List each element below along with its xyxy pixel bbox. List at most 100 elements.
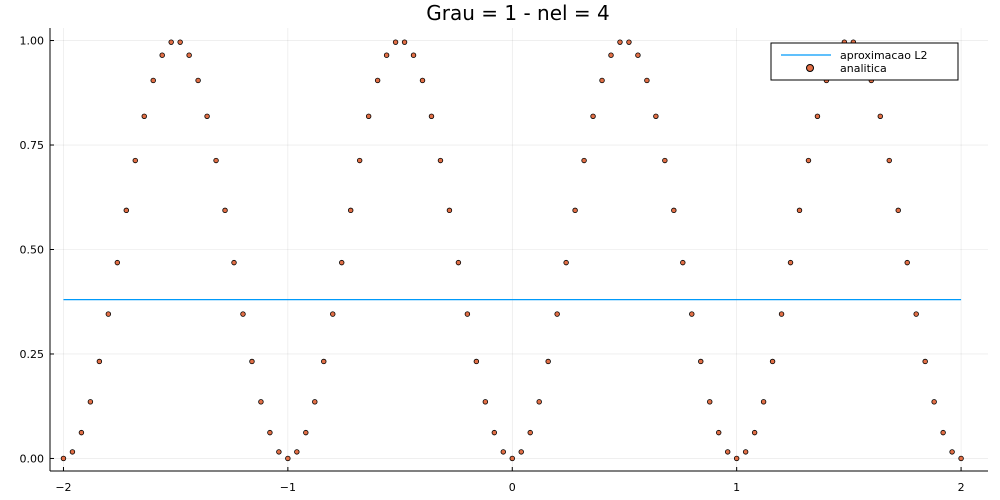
y-tick-label: 0.75	[20, 139, 45, 152]
data-point	[716, 429, 722, 436]
data-point	[509, 455, 515, 462]
data-point	[545, 358, 551, 365]
data-point	[186, 52, 192, 58]
data-point	[356, 157, 363, 164]
data-point	[895, 207, 901, 214]
data-point	[321, 358, 327, 365]
data-point	[931, 399, 937, 405]
data-point	[922, 358, 928, 365]
x-tick-label: −1	[280, 481, 296, 494]
data-point	[87, 399, 94, 405]
data-point	[365, 113, 372, 120]
x-ticks: −2 −1 0 1 2	[55, 467, 965, 494]
data-point	[222, 207, 228, 214]
data-point	[267, 429, 273, 436]
legend-point-swatch	[806, 64, 814, 72]
data-point	[60, 455, 67, 462]
data-point	[877, 113, 883, 120]
data-point	[617, 39, 623, 45]
data-point	[554, 311, 560, 317]
data-point	[563, 259, 569, 266]
data-point	[141, 113, 147, 120]
data-point	[698, 358, 704, 365]
data-point	[177, 39, 183, 45]
data-point	[294, 449, 300, 455]
data-point	[742, 449, 749, 455]
data-point	[518, 449, 524, 455]
data-point	[724, 449, 731, 455]
data-point	[760, 399, 767, 405]
data-point	[419, 77, 426, 84]
data-point	[787, 259, 794, 266]
data-point	[796, 207, 803, 214]
y-tick-label: 0.25	[20, 348, 45, 361]
data-point	[778, 311, 785, 317]
data-point	[608, 52, 614, 58]
data-point	[96, 358, 103, 365]
data-point	[105, 311, 112, 317]
data-point	[733, 455, 740, 462]
chart-title: Grau = 1 - nel = 4	[426, 1, 610, 25]
data-point	[680, 259, 686, 266]
data-point	[949, 449, 955, 455]
data-point	[168, 39, 174, 45]
data-point	[437, 157, 444, 164]
data-point	[940, 429, 946, 436]
data-point	[473, 358, 480, 365]
series-points-group	[60, 39, 964, 462]
y-tick-label: 1.00	[20, 35, 45, 48]
data-point	[123, 207, 129, 214]
data-point	[500, 449, 506, 455]
data-point	[635, 52, 641, 58]
data-point	[69, 449, 76, 455]
data-point	[428, 113, 435, 120]
grid-lines	[50, 28, 988, 471]
data-point	[769, 358, 776, 365]
data-point	[805, 157, 812, 164]
data-point	[886, 157, 892, 164]
data-point	[455, 259, 462, 266]
x-tick-label: 0	[509, 481, 516, 494]
data-point	[653, 113, 659, 120]
data-point	[572, 207, 578, 214]
data-point	[249, 358, 255, 365]
y-tick-label: 0.50	[20, 244, 45, 257]
data-point	[590, 113, 596, 120]
x-tick-label: −2	[55, 481, 71, 494]
data-point	[527, 429, 533, 436]
legend-label-line: aproximacao L2	[840, 49, 928, 62]
data-point	[491, 429, 498, 436]
data-point	[707, 399, 713, 405]
data-point	[581, 157, 587, 164]
data-point	[213, 157, 219, 164]
data-point	[339, 259, 345, 266]
data-point	[599, 77, 605, 84]
data-point	[689, 311, 695, 317]
data-point	[392, 39, 399, 45]
legend-label-point: analitica	[840, 62, 887, 75]
data-point	[401, 39, 408, 45]
data-point	[536, 399, 542, 405]
legend-box	[770, 42, 959, 81]
data-point	[374, 77, 381, 84]
data-point	[347, 207, 354, 214]
data-point	[240, 311, 246, 317]
data-point	[231, 259, 237, 266]
data-point	[285, 455, 291, 462]
data-point	[132, 157, 138, 164]
data-point	[464, 311, 471, 317]
x-tick-label: 2	[958, 481, 965, 494]
data-point	[204, 113, 210, 120]
data-point	[410, 52, 417, 58]
x-tick-label: 1	[733, 481, 740, 494]
data-point	[150, 77, 156, 84]
data-point	[626, 39, 632, 45]
data-point	[904, 259, 910, 266]
data-point	[751, 429, 758, 436]
y-ticks: 0.00 0.25 0.50 0.75 1.00	[20, 35, 54, 465]
data-point	[671, 207, 677, 214]
y-tick-label: 0.00	[20, 452, 45, 465]
data-point	[78, 429, 85, 436]
data-point	[482, 399, 489, 405]
